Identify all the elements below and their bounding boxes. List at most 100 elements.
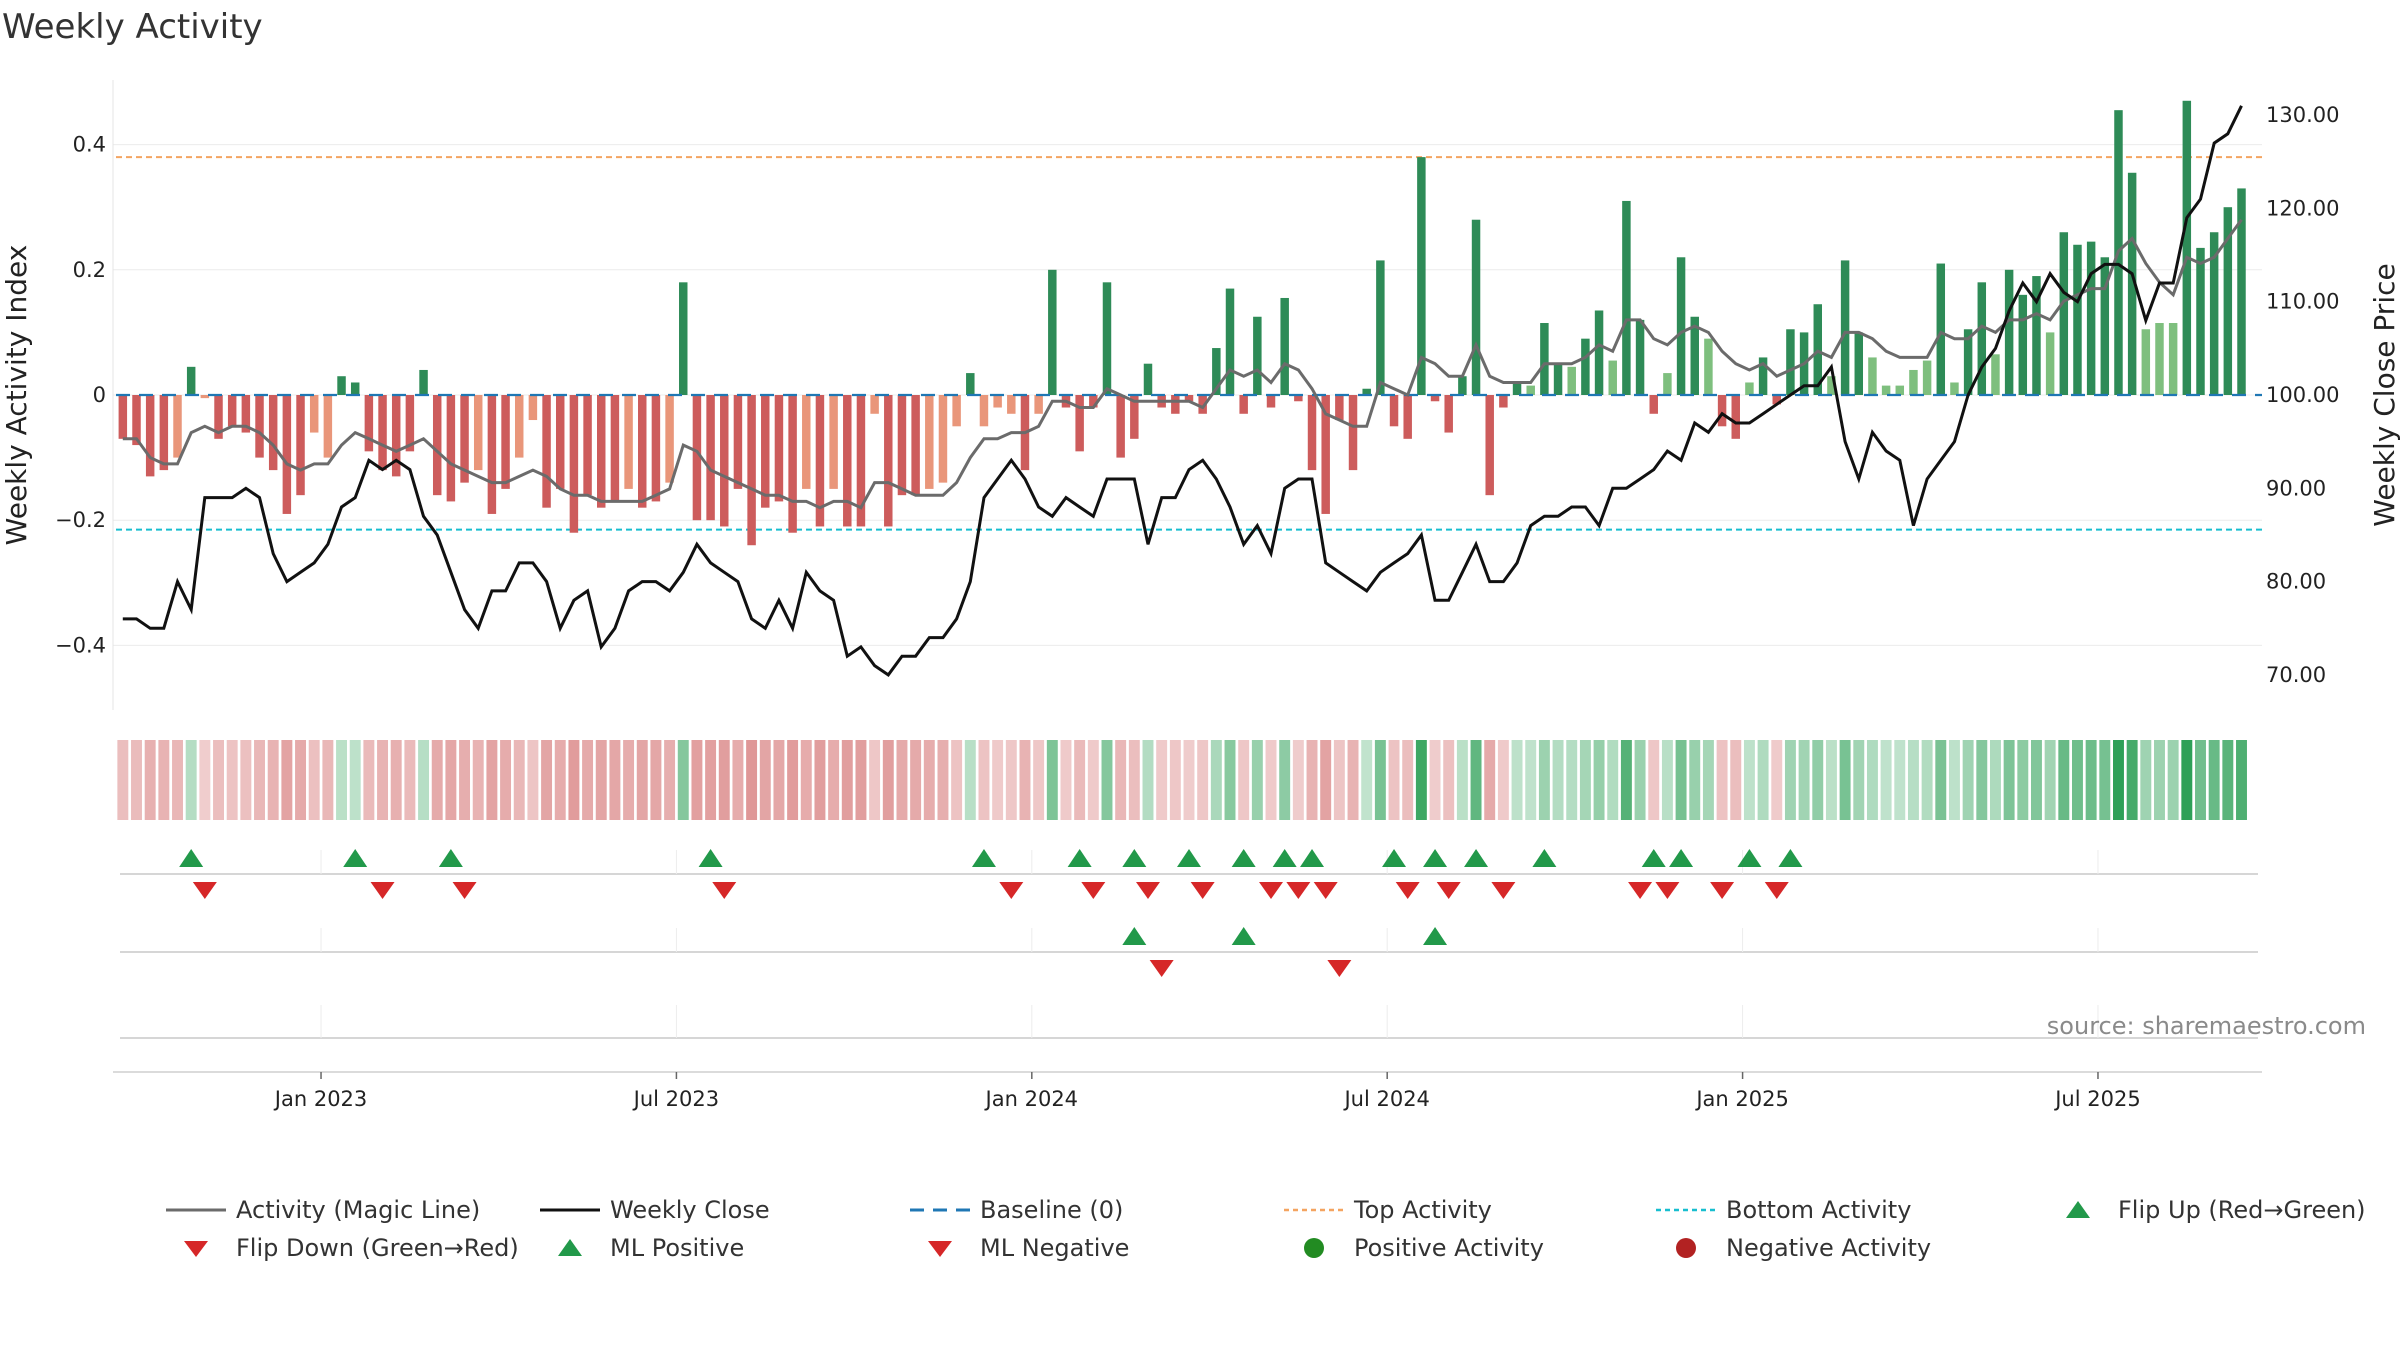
activity-bar [1512, 382, 1522, 395]
flip-up-marker [1778, 849, 1803, 867]
activity-bar [1526, 385, 1535, 395]
activity-bar [2086, 241, 2096, 395]
heat-cell [1511, 740, 1523, 820]
flip-up-marker [1464, 849, 1489, 867]
flip-up-marker [1122, 849, 1147, 867]
flip-down-marker [1395, 882, 1420, 899]
activity-bar [1130, 395, 1139, 439]
flip-down-marker [712, 882, 737, 899]
activity-bar [638, 395, 647, 508]
left-tick-label: 0.2 [73, 258, 106, 282]
left-axis-label: Weekly Activity Index [0, 245, 33, 546]
flip-up-marker [1177, 849, 1201, 867]
magic-line [122, 218, 2243, 510]
heat-cell [418, 740, 430, 820]
heat-cell [295, 740, 306, 820]
activity-bar [1075, 395, 1084, 452]
heat-cell [2195, 740, 2206, 820]
weekly-close-line [122, 105, 2243, 677]
heat-cell [664, 740, 676, 820]
activity-bar [1307, 395, 1317, 471]
right-tick-label: 70.00 [2266, 663, 2326, 687]
heat-cell [1169, 740, 1181, 820]
heat-cell [472, 740, 484, 820]
activity-bar [2168, 323, 2178, 395]
heat-cell [1046, 740, 1058, 820]
activity-bar [309, 395, 319, 433]
flip-up-marker [343, 849, 368, 867]
heat-cell [1470, 740, 1482, 820]
heat-cell [2044, 740, 2056, 820]
heat-cell [2236, 740, 2247, 820]
activity-bar [173, 395, 182, 458]
heat-cell [951, 740, 963, 820]
heat-cell [1798, 740, 1810, 820]
heat-cell [172, 740, 183, 820]
heat-cell [992, 740, 1004, 820]
activity-bar [1676, 257, 1686, 395]
activity-bar [432, 395, 442, 496]
heat-cell [1989, 740, 2001, 820]
flip-up-marker [438, 849, 463, 867]
heat-cell [759, 740, 771, 820]
activity-bar [1321, 395, 1330, 514]
flip-up-marker [1737, 849, 1762, 867]
heat-cell [1976, 740, 1988, 820]
heat-cell [513, 740, 525, 820]
activity-bar [145, 395, 155, 477]
activity-bar [1977, 282, 1987, 395]
heat-cell [2058, 740, 2070, 820]
activity-bar [1116, 395, 1125, 458]
heat-cell [1825, 740, 1837, 820]
heat-cell [363, 740, 375, 820]
activity-bar [1608, 360, 1617, 395]
heat-cell [267, 740, 279, 820]
legend-swatch-up-triangle [2066, 1201, 2090, 1218]
activity-bar [528, 395, 538, 421]
activity-bar [1389, 395, 1399, 427]
heat-cell [1128, 740, 1140, 820]
heat-cell [1634, 740, 1646, 820]
heat-cell [1743, 740, 1755, 820]
heat-cell [841, 740, 853, 820]
activity-bar [2182, 100, 2192, 395]
heat-cell [158, 740, 170, 820]
activity-bar [802, 395, 811, 489]
legend: Activity (Magic Line) Weekly Close Baselin… [166, 1196, 2366, 1262]
heat-cell [431, 740, 443, 820]
activity-bar [1895, 385, 1905, 395]
activity-bar [747, 395, 756, 546]
heat-cell [2154, 740, 2165, 820]
heat-cell [1443, 740, 1455, 820]
heat-cell [1593, 740, 1605, 820]
heat-cell [1060, 740, 1072, 820]
heat-cell [623, 740, 635, 820]
heat-cell [1033, 740, 1045, 820]
activity-bar [1635, 319, 1645, 395]
flip-up-marker [179, 849, 204, 867]
heat-cell [1894, 740, 1906, 820]
x-tick-label: Jan 2025 [1694, 1087, 1789, 1111]
activity-bar [829, 395, 838, 489]
heat-cell [773, 740, 785, 820]
activity-bar [1007, 395, 1016, 414]
heat-cell [814, 740, 826, 820]
activity-bar [296, 395, 305, 496]
activity-bar [761, 395, 770, 508]
legend-label: Flip Down (Green→Red) [236, 1234, 519, 1262]
activity-bar [1048, 269, 1057, 395]
heat-cell [1538, 740, 1550, 820]
legend-label: ML Positive [610, 1234, 744, 1262]
heat-cell [500, 740, 512, 820]
activity-bar [1963, 329, 1973, 395]
activity-bar [460, 395, 469, 483]
activity-bar [1553, 363, 1563, 395]
legend-swatch-up-triangle [558, 1239, 582, 1256]
legend-swatch-down-triangle [928, 1241, 952, 1257]
heat-cell [1251, 740, 1263, 820]
activity-bar [1772, 395, 1781, 405]
heat-cell [1333, 740, 1345, 820]
heat-cell [1115, 740, 1127, 820]
x-tick-label: Jul 2023 [632, 1087, 719, 1111]
